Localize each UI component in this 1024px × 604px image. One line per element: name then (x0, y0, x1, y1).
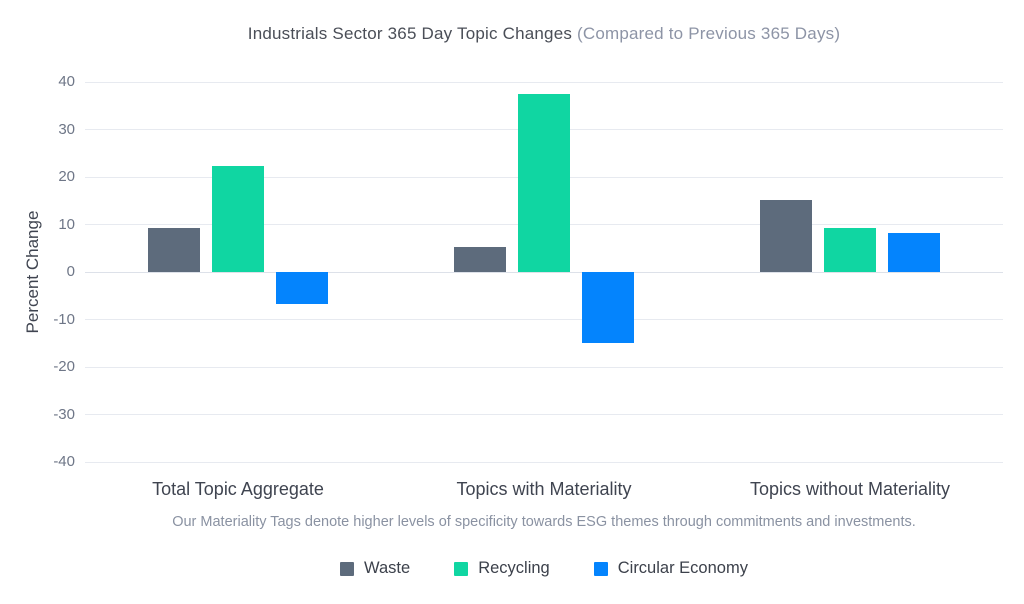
bar-circular-economy-topics-without-materiality (888, 232, 940, 272)
bar-waste-topics-with-materiality (454, 246, 506, 272)
y-tick-label: 40 (58, 73, 75, 90)
legend-swatch-waste (340, 561, 355, 576)
bar-circular-economy-topics-with-materiality (582, 272, 634, 343)
y-tick-label: 30 (58, 120, 75, 138)
legend-item-waste[interactable]: Waste (340, 559, 410, 578)
y-tick-label: 20 (58, 168, 75, 185)
zero-gridline (85, 271, 1003, 273)
chart-title-main: Industrials Sector 365 Day Topic Changes (247, 24, 573, 43)
legend-label: Circular Economy (617, 559, 748, 577)
bar-recycling-total-topic-aggregate (212, 165, 264, 272)
legend: Waste Recycling Circular Economy (85, 559, 1003, 578)
y-tick-label: -10 (53, 310, 75, 328)
bar-recycling-topics-with-materiality (518, 93, 570, 272)
gridline (85, 319, 1003, 320)
y-tick-label: -20 (53, 358, 75, 375)
legend-label: Waste (364, 559, 411, 577)
gridline (85, 414, 1003, 415)
chart-title: Industrials Sector 365 Day Topic Changes… (85, 24, 1003, 44)
y-tick-label: -30 (53, 405, 75, 423)
footnote: Our Materiality Tags denote higher level… (172, 514, 916, 530)
x-category-label-topics-with-materiality: Topics with Materiality (456, 479, 632, 499)
gridline (85, 461, 1003, 463)
y-tick-label: 0 (66, 263, 75, 280)
chart-subtitle: (Compared to Previous 365 Days) (577, 24, 841, 43)
legend-swatch-circular-economy (593, 561, 608, 576)
legend-item-circular-economy[interactable]: Circular Economy (593, 559, 748, 578)
bar-waste-total-topic-aggregate (148, 228, 200, 272)
legend-label: Recycling (478, 559, 550, 577)
bar-recycling-topics-without-materiality (824, 228, 876, 272)
gridline (85, 366, 1003, 368)
legend-swatch-recycling (454, 561, 469, 576)
bar-circular-economy-total-topic-aggregate (276, 272, 328, 305)
x-category-label-total-topic-aggregate: Total Topic Aggregate (152, 479, 324, 499)
y-tick-label: -40 (53, 453, 75, 470)
bar-waste-topics-without-materiality (760, 199, 812, 272)
gridline (85, 81, 1003, 83)
y-tick-label: 10 (58, 215, 75, 233)
x-category-label-topics-without-materiality: Topics without Materiality (749, 479, 951, 499)
legend-item-recycling[interactable]: Recycling (454, 559, 550, 578)
